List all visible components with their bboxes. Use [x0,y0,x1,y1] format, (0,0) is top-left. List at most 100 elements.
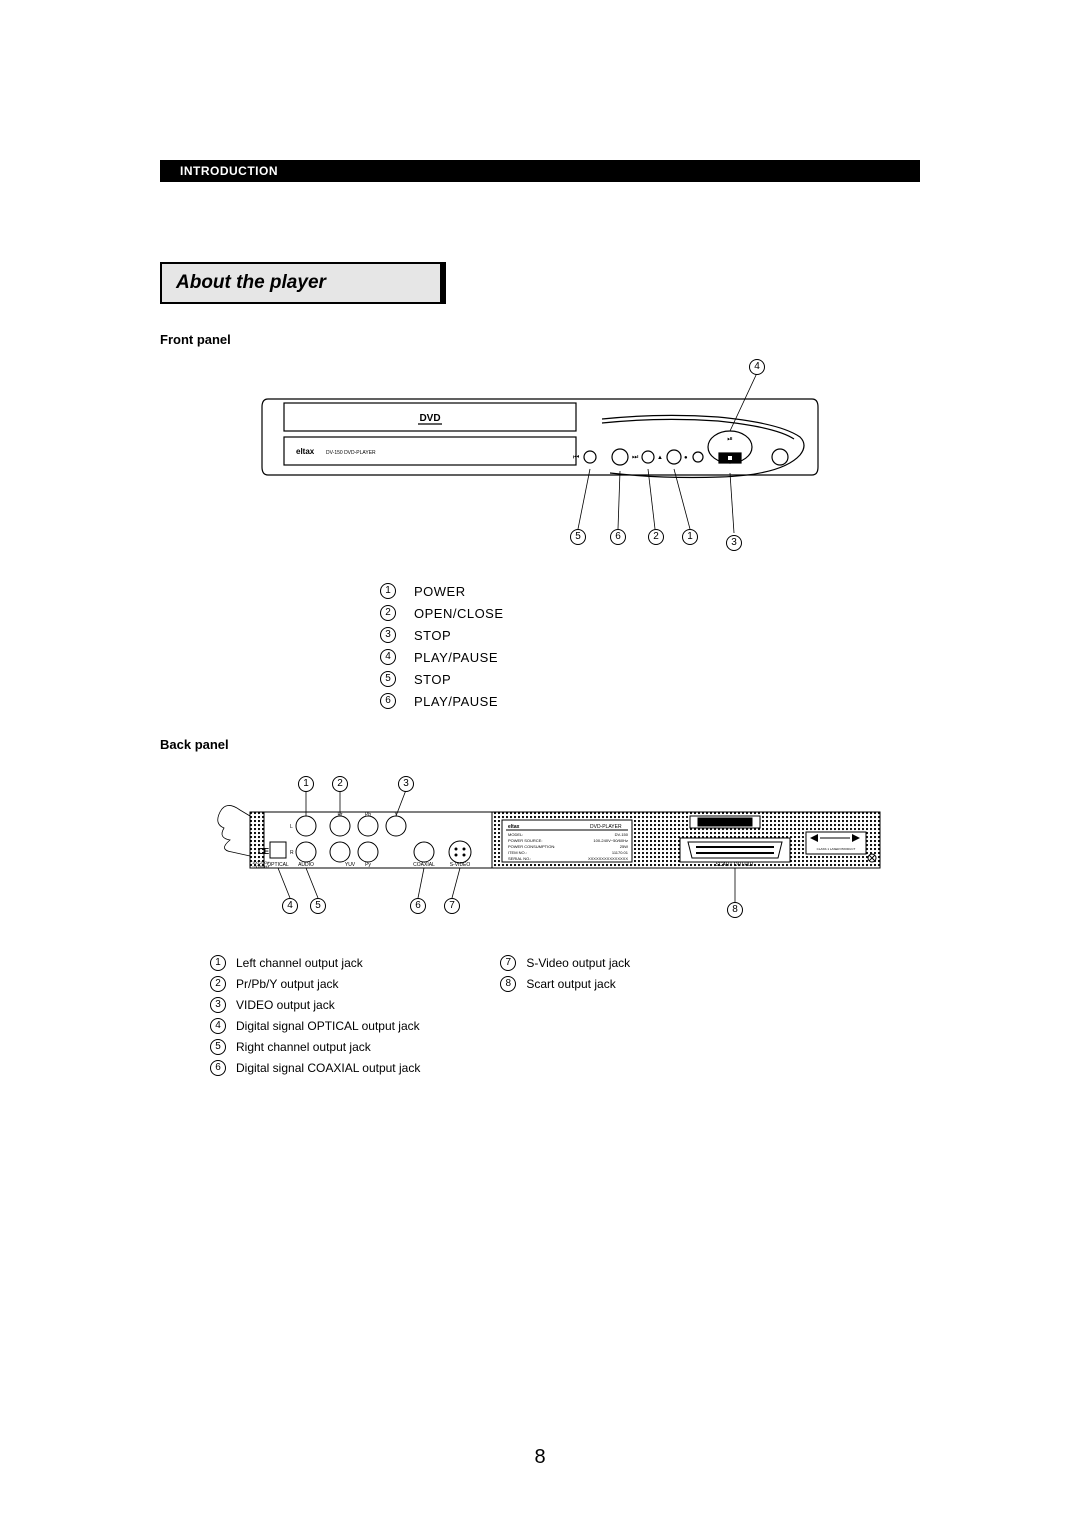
list-num: 5 [380,671,396,687]
list-item: 1 POWER [380,583,700,599]
back-panel-diagram: OPTICAL L R AUDIO Pr Pb Y Py YUV COAXIAL [190,772,890,942]
svg-text:~50/60Hz: ~50/60Hz [252,864,269,869]
front-callout-3: 3 [726,535,742,551]
list-num: 4 [380,649,396,665]
list-label: Scart output jack [526,977,615,991]
page: INTRODUCTION About the player Front pane… [0,0,1080,1529]
svg-text:SERIAL NO.:: SERIAL NO.: [508,856,531,861]
list-label: PLAY/PAUSE [414,694,498,709]
svg-text:●: ● [684,455,688,461]
front-panel-list: 1 POWER 2 OPEN/CLOSE 3 STOP 4 PLAY/PAUSE 5 ST… [380,583,700,709]
list-item: 6 PLAY/PAUSE [380,693,700,709]
list-item: 2Pr/Pb/Y output jack [210,976,420,992]
svg-text:S-VIDEO: S-VIDEO [450,862,471,868]
list-num: 7 [500,955,516,971]
back-callout-2: 2 [332,776,348,792]
svg-text:AUDIO: AUDIO [298,862,314,868]
list-label: Digital signal OPTICAL output jack [236,1019,420,1033]
svg-text:ITEM NO.:: ITEM NO.: [508,850,527,855]
svg-text:⏭: ⏭ [632,454,639,461]
front-callout-1: 1 [682,529,698,545]
list-label: STOP [414,628,451,643]
svg-text:Py: Py [365,862,371,868]
list-item: 2 OPEN/CLOSE [380,605,700,621]
list-item: 4 PLAY/PAUSE [380,649,700,665]
front-callout-5: 5 [570,529,586,545]
section-header-label: INTRODUCTION [180,164,278,178]
svg-text:11170.01: 11170.01 [612,850,629,855]
list-num: 1 [380,583,396,599]
svg-text:Pb: Pb [365,812,371,818]
back-panel-heading: Back panel [160,737,920,752]
list-num: 1 [210,955,226,971]
front-callout-6: 6 [610,529,626,545]
list-label: Right channel output jack [236,1040,371,1054]
back-callout-4: 4 [282,898,298,914]
list-num: 4 [210,1018,226,1034]
back-callout-8: 8 [727,902,743,918]
list-num: 5 [210,1039,226,1055]
svg-text:POWER SOURCE:: POWER SOURCE: [508,838,542,843]
front-callout-2: 2 [648,529,664,545]
list-num: 3 [380,627,396,643]
list-item: 8 Scart output jack [500,976,630,992]
list-num: 6 [380,693,396,709]
svg-text:CE: CE [258,847,270,856]
svg-text:25W: 25W [620,844,628,849]
svg-text:▲: ▲ [657,455,663,461]
svg-text:DV-150: DV-150 [615,832,629,837]
back-callout-5: 5 [310,898,326,914]
svg-text:⏮: ⏮ [573,454,579,461]
dvd-logo-text: DVD [419,413,440,424]
list-label: STOP [414,672,451,687]
section-title: About the player [176,272,426,294]
list-label: S-Video output jack [526,956,630,970]
list-num: 2 [380,605,396,621]
back-panel-lists: 1 Left channel output jack 2Pr/Pb/Y outpu… [210,950,920,1081]
svg-text:XXXXXXXXXXXXXXX: XXXXXXXXXXXXXXX [588,856,628,861]
section-header-bar: INTRODUCTION [160,160,920,182]
section-title-box: About the player [160,262,440,304]
back-callout-1: 1 [298,776,314,792]
list-num: 6 [210,1060,226,1076]
list-item: 1 Left channel output jack [210,955,420,971]
svg-text:SCART OUTPUT: SCART OUTPUT [716,862,755,868]
svg-text:OPTICAL: OPTICAL [267,862,289,868]
back-callout-3: 3 [398,776,414,792]
list-label: VIDEO output jack [236,998,335,1012]
list-item: 6 Digital signal COAXIAL output jack [210,1060,420,1076]
page-number: 8 [0,1446,1080,1469]
list-item: 3 VIDEO output jack [210,997,420,1013]
list-item: 5 STOP [380,671,700,687]
list-num: 3 [210,997,226,1013]
svg-text:DV-150 DVD-PLAYER: DV-150 DVD-PLAYER [326,450,376,456]
back-callout-6: 6 [410,898,426,914]
list-label: POWER [414,584,466,599]
front-panel-heading: Front panel [160,332,920,347]
list-label: Digital signal COAXIAL output jack [236,1061,420,1075]
svg-text:MODEL:: MODEL: [508,832,523,837]
list-label: PLAY/PAUSE [414,650,498,665]
list-label: Left channel output jack [236,956,363,970]
back-callout-7: 7 [444,898,460,914]
svg-text:L: L [290,824,293,830]
list-num: 8 [500,976,516,992]
svg-text:YUV: YUV [345,862,356,868]
front-panel-svg: DVD eltax DV-150 DVD-PLAYER ⏮ ⏭ ▲ ● [260,357,820,557]
list-item: 4 Digital signal OPTICAL output jack [210,1018,420,1034]
svg-text:COAXIAL: COAXIAL [413,862,435,868]
front-panel-diagram: DVD eltax DV-150 DVD-PLAYER ⏮ ⏭ ▲ ● [260,357,820,577]
list-item: 7 S-Video output jack [500,955,630,971]
list-num: 2 [210,976,226,992]
svg-text:eltax: eltax [508,824,520,830]
svg-text:POWER CONSUMPTION:: POWER CONSUMPTION: [508,844,555,849]
svg-text:R: R [290,850,294,856]
back-list-left: 1 Left channel output jack 2Pr/Pb/Y outpu… [210,950,420,1081]
list-item: 3 STOP [380,627,700,643]
svg-text:DVD-PLAYER: DVD-PLAYER [590,824,622,830]
list-item: 5 Right channel output jack [210,1039,420,1055]
list-label: OPEN/CLOSE [414,606,504,621]
svg-text:100-240V~50/60Hz: 100-240V~50/60Hz [593,838,628,843]
front-callout-4: 4 [749,359,765,375]
svg-text:CLASS 1 LASER PRODUCT: CLASS 1 LASER PRODUCT [817,847,856,851]
